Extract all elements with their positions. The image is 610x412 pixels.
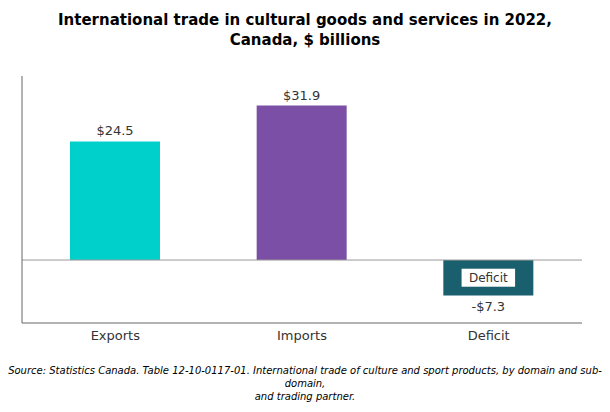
svg-text:-$7.3: -$7.3: [472, 299, 506, 314]
svg-text:$31.9: $31.9: [283, 88, 320, 103]
svg-text:Deficit: Deficit: [469, 271, 508, 285]
svg-text:Exports: Exports: [91, 328, 141, 343]
html-text:Source: Statistics Canada. Tab: Source: Statistics Canada. Table 12-10-0…: [8, 365, 602, 402]
svg-text:$24.5: $24.5: [96, 123, 133, 138]
svg-text:Imports: Imports: [277, 328, 327, 343]
svg-text:Deficit: Deficit: [468, 328, 510, 343]
html-text:International trade in cultura: International trade in cultural goods an…: [58, 11, 552, 49]
